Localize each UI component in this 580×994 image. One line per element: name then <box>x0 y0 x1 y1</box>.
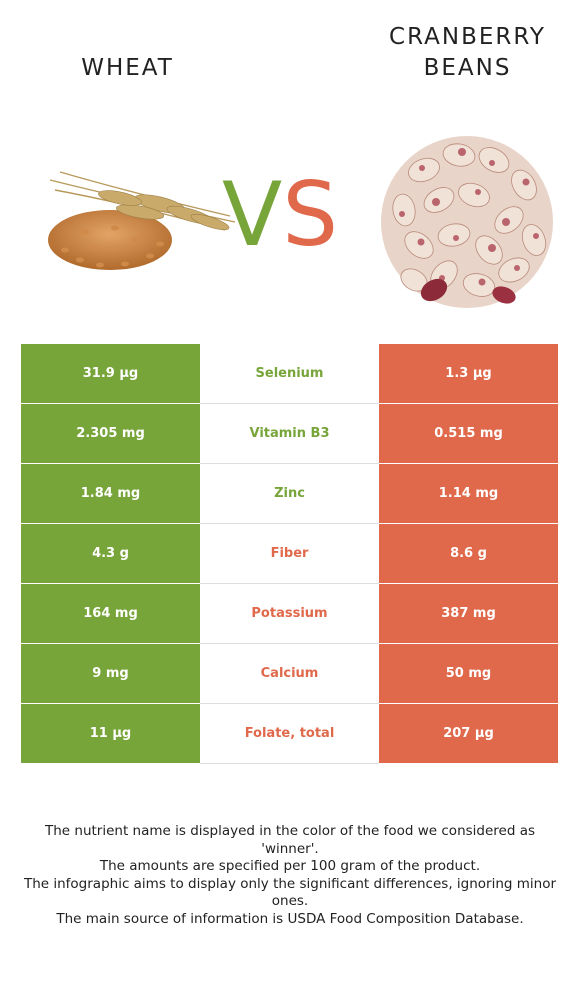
right-value: 0.515 mg <box>379 404 558 463</box>
footnotes: The nutrient name is displayed in the co… <box>20 823 560 928</box>
footnote: The nutrient name is displayed in the co… <box>44 823 536 857</box>
wheat-image <box>48 171 236 270</box>
table-row: 1.84 mg Zinc 1.14 mg <box>21 464 558 524</box>
right-value: 1.14 mg <box>379 464 558 523</box>
nutrient-name: Zinc <box>200 464 379 524</box>
left-value: 11 µg <box>21 704 200 763</box>
nutrient-name: Fiber <box>200 524 379 584</box>
right-value: 1.3 µg <box>379 344 558 403</box>
table-row: 4.3 g Fiber 8.6 g <box>21 524 558 584</box>
table-row: 2.305 mg Vitamin B3 0.515 mg <box>21 404 558 464</box>
nutrient-name: Potassium <box>200 584 379 644</box>
nutrient-name: Calcium <box>200 644 379 704</box>
footnote: The infographic aims to display only the… <box>23 875 557 910</box>
nutrient-name: Folate, total <box>200 704 379 764</box>
right-value: 387 mg <box>379 584 558 643</box>
table-row: 31.9 µg Selenium 1.3 µg <box>21 344 558 404</box>
nutrient-name: Selenium <box>200 344 379 404</box>
right-value: 50 mg <box>379 644 558 703</box>
nutrient-comparison-table: 31.9 µg Selenium 1.3 µg 2.305 mg Vitamin… <box>21 344 558 764</box>
left-value: 164 mg <box>21 584 200 643</box>
footnote: The main source of information is USDA F… <box>56 910 524 927</box>
right-food-title: CRANBERRY BEANS <box>389 24 546 81</box>
table-row: 11 µg Folate, total 207 µg <box>21 704 558 764</box>
left-value: 4.3 g <box>21 524 200 583</box>
table-row: 164 mg Potassium 387 mg <box>21 584 558 644</box>
left-value: 9 mg <box>21 644 200 703</box>
nutrient-name: Vitamin B3 <box>200 404 379 464</box>
right-value: 8.6 g <box>379 524 558 583</box>
left-value: 31.9 µg <box>21 344 200 403</box>
left-value: 2.305 mg <box>21 404 200 463</box>
footnote: The amounts are specified per 100 gram o… <box>99 858 481 874</box>
versus-label: VS <box>222 163 339 266</box>
left-food-title: WHEAT <box>81 55 174 81</box>
table-row: 9 mg Calcium 50 mg <box>21 644 558 704</box>
cranberry-beans-image <box>381 136 553 308</box>
right-value: 207 µg <box>379 704 558 763</box>
left-value: 1.84 mg <box>21 464 200 523</box>
